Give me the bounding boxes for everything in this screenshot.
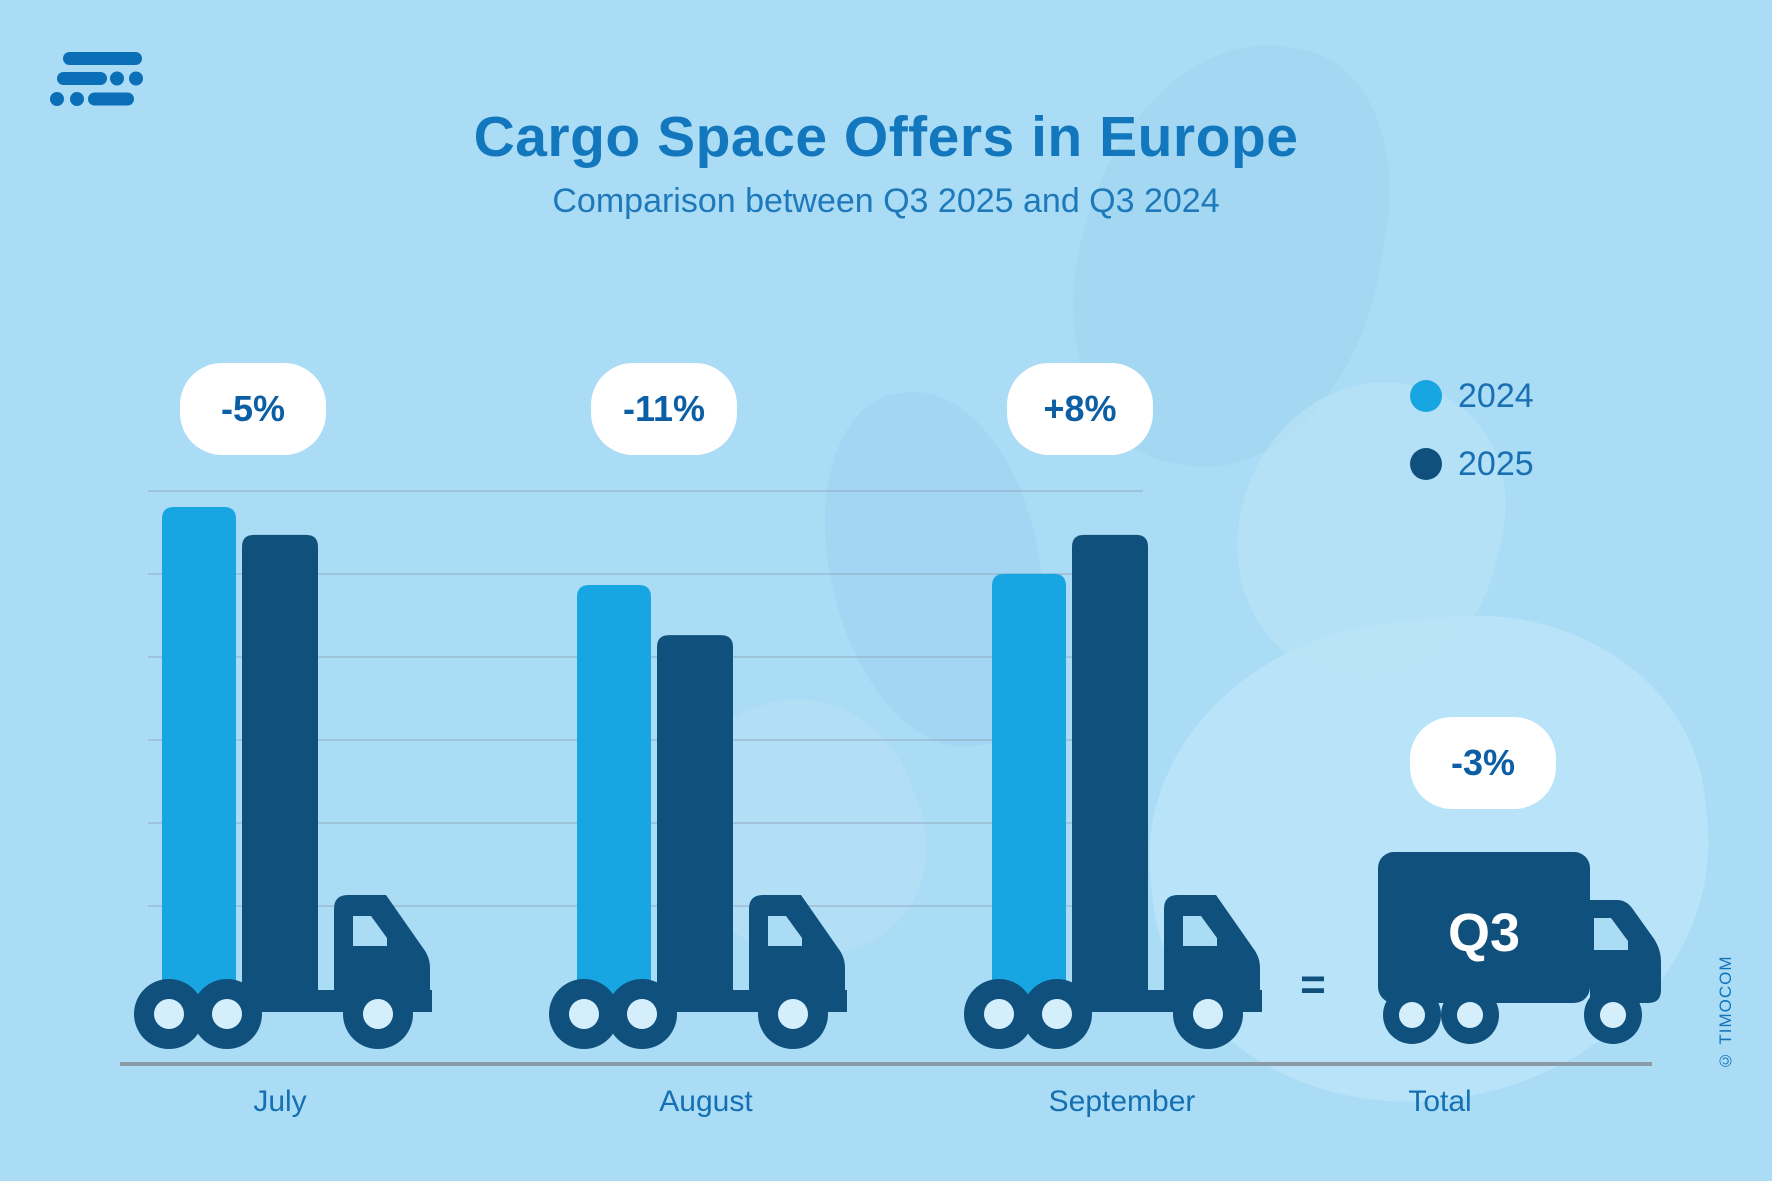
legend-item-2025: 2025	[1410, 444, 1534, 484]
page-title: Cargo Space Offers in Europe	[473, 105, 1299, 169]
legend-label-2025: 2025	[1458, 444, 1534, 483]
truck-wheel-hub-august	[778, 999, 808, 1029]
legend-dot-2025	[1410, 448, 1442, 480]
axis-label-total: Total	[1408, 1085, 1472, 1118]
bar-2024-august	[577, 584, 651, 1014]
truck-wheel-hub-july	[363, 999, 393, 1029]
change-badge-august: -11%	[591, 363, 737, 455]
truck-wheel-hub-july	[212, 999, 242, 1029]
truck-wheel-hub-august	[627, 999, 657, 1029]
bar-2025-september	[1072, 534, 1148, 1012]
truck-window-september	[1183, 916, 1217, 946]
axis-label-september: September	[1048, 1085, 1196, 1118]
legend-dot-2024	[1410, 380, 1442, 412]
change-badge-september: +8%	[1007, 363, 1153, 455]
truck-wheel-hub-july	[154, 999, 184, 1029]
change-badge-july: -5%	[180, 363, 326, 455]
total-truck-body	[1378, 852, 1590, 1003]
page-subtitle: Comparison between Q3 2025 and Q3 2024	[552, 182, 1220, 220]
legend-item-2024: 2024	[1410, 376, 1534, 416]
truck-window-july	[353, 916, 387, 946]
bar-2024-july	[162, 507, 236, 1014]
truck-wheel-hub-september	[984, 999, 1014, 1029]
total-truck-wheel-hub	[1399, 1002, 1425, 1028]
truck-window-august	[768, 916, 802, 946]
axis-label-august: August	[659, 1085, 753, 1118]
axis-label-july: July	[253, 1085, 307, 1118]
legend-label-2024: 2024	[1458, 376, 1534, 415]
bar-2024-september	[992, 573, 1066, 1014]
truck-wheel-hub-september	[1042, 999, 1072, 1029]
total-truck-q3-text: Q3	[1448, 903, 1520, 963]
total-truck-wheel-hub	[1457, 1002, 1483, 1028]
timocom-logo	[50, 52, 143, 106]
change-badge-total: -3%	[1410, 717, 1556, 809]
total-truck-wheel-hub	[1600, 1002, 1626, 1028]
copyright-text: © TIMOCOM	[1716, 955, 1735, 1070]
bar-2025-july	[242, 534, 318, 1012]
legend: 2024 2025	[1410, 376, 1534, 512]
bar-2025-august	[657, 635, 733, 1012]
truck-wheel-hub-september	[1193, 999, 1223, 1029]
equals-sign: =	[1300, 960, 1326, 1009]
total-truck-window	[1594, 918, 1628, 950]
truck-wheel-hub-august	[569, 999, 599, 1029]
